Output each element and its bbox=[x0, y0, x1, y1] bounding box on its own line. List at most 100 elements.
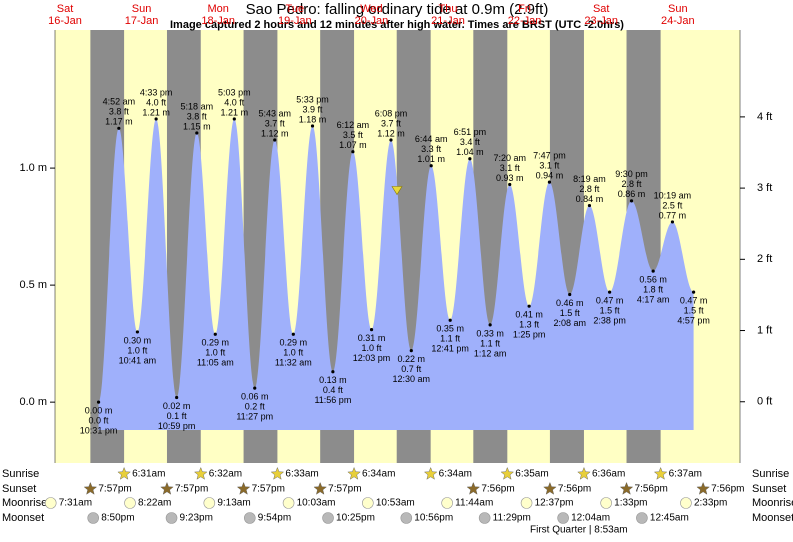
tide-meters: 0.84 m bbox=[576, 194, 604, 204]
tide-point bbox=[547, 180, 552, 184]
date: 23-Jan bbox=[584, 15, 618, 27]
sun-icon bbox=[653, 466, 668, 480]
sun-icon bbox=[83, 481, 98, 495]
sunrise-time: 6:32am bbox=[209, 469, 242, 480]
row-label: Moonset bbox=[2, 512, 44, 524]
weekday: Sun bbox=[132, 3, 152, 15]
tide-meters: 1.21 m bbox=[142, 107, 170, 117]
sun-icon bbox=[347, 466, 361, 480]
tide-point bbox=[369, 327, 374, 332]
tide-meters: 0.94 m bbox=[536, 171, 564, 181]
tide-feet: 0.4 ft bbox=[323, 385, 344, 395]
moonrise-icon bbox=[441, 497, 453, 509]
tide-feet: 1.3 ft bbox=[519, 320, 540, 330]
tide-time: 12:30 am bbox=[393, 374, 431, 384]
tide-point bbox=[468, 157, 472, 161]
tide-meters: 0.13 m bbox=[319, 375, 347, 385]
tide-feet: 1.0 ft bbox=[127, 345, 148, 355]
tide-time: 11:05 am bbox=[197, 358, 234, 368]
tide-point bbox=[691, 290, 696, 294]
tide-time: 12:41 pm bbox=[431, 344, 469, 354]
moonset-time: 8:50pm bbox=[101, 513, 134, 524]
y2-tick-label: 1 ft bbox=[757, 324, 772, 336]
tide-meters: 1.21 m bbox=[221, 107, 249, 117]
tide-point bbox=[291, 332, 295, 336]
tide-time: 8:19 am bbox=[573, 174, 606, 184]
current-marker bbox=[391, 186, 403, 196]
tide-time: 10:41 am bbox=[119, 355, 157, 365]
tide-time: 6:44 am bbox=[415, 134, 448, 144]
moon-phase: First Quarter | 8:53am bbox=[530, 525, 628, 536]
sunset-time: 7:57pm bbox=[328, 484, 361, 495]
tide-point bbox=[175, 395, 179, 400]
tide-feet: 3.7 ft bbox=[381, 118, 402, 128]
date: 16-Jan bbox=[48, 15, 82, 27]
sun-icon bbox=[466, 481, 481, 495]
tide-meters: 0.93 m bbox=[496, 173, 524, 183]
tide-feet: 0.7 ft bbox=[401, 364, 422, 374]
tide-point bbox=[154, 117, 158, 121]
tide-time: 10:19 am bbox=[654, 190, 692, 200]
tide-meters: 0.00 m bbox=[85, 406, 113, 416]
y-tick-label: 0.5 m bbox=[19, 279, 47, 291]
tide-point bbox=[195, 131, 199, 135]
sun-icon bbox=[543, 481, 557, 495]
sunrise-time: 6:31am bbox=[132, 469, 165, 480]
row-label: Sunrise bbox=[752, 468, 789, 480]
sun-icon bbox=[619, 481, 634, 495]
tide-meters: 1.18 m bbox=[299, 114, 327, 124]
tide-point bbox=[331, 370, 335, 374]
tide-feet: 1.1 ft bbox=[440, 334, 461, 344]
tide-time: 10:31 pm bbox=[80, 426, 118, 436]
sunrise-time: 6:35am bbox=[515, 469, 548, 480]
weekday: Sun bbox=[668, 3, 688, 15]
tide-point bbox=[587, 203, 592, 208]
moonrise-icon bbox=[680, 497, 692, 509]
tide-point bbox=[429, 164, 433, 168]
moonset-time: 9:54pm bbox=[258, 513, 291, 524]
date: 21-Jan bbox=[431, 15, 465, 27]
tide-meters: 0.02 m bbox=[163, 401, 191, 411]
sunrise-time: 6:33am bbox=[285, 469, 318, 480]
tide-point bbox=[527, 304, 531, 308]
tide-meters: 0.31 m bbox=[358, 333, 386, 343]
tide-time: 5:18 am bbox=[181, 101, 214, 111]
y2-tick-label: 4 ft bbox=[757, 111, 772, 123]
tide-feet: 1.0 ft bbox=[205, 348, 226, 358]
sun-icon bbox=[194, 466, 208, 480]
tide-point bbox=[310, 124, 315, 128]
moonrise-icon bbox=[124, 497, 136, 509]
tide-feet: 3.9 ft bbox=[303, 104, 324, 114]
tide-meters: 1.15 m bbox=[183, 121, 211, 131]
tide-meters: 0.86 m bbox=[618, 189, 646, 199]
moonrise-icon bbox=[282, 497, 295, 509]
moonrise-icon bbox=[203, 497, 216, 509]
tide-feet: 0.1 ft bbox=[167, 411, 188, 421]
tide-feet: 3.4 ft bbox=[460, 137, 481, 147]
sunset-time: 7:56pm bbox=[481, 484, 514, 495]
moonset-time: 10:25pm bbox=[336, 513, 375, 524]
weekday: Mon bbox=[207, 3, 228, 15]
tide-feet: 1.1 ft bbox=[480, 338, 501, 348]
tide-meters: 1.12 m bbox=[261, 128, 289, 138]
sun-icon bbox=[117, 466, 131, 480]
tide-meters: 0.29 m bbox=[280, 338, 308, 348]
sunrise-time: 6:37am bbox=[669, 469, 702, 480]
tide-feet: 1.5 ft bbox=[600, 306, 621, 316]
tide-time: 6:12 am bbox=[337, 120, 370, 130]
moonrise-time: 9:13am bbox=[217, 498, 250, 509]
moonset-icon bbox=[636, 512, 648, 524]
weekday: Fri bbox=[518, 3, 531, 15]
moonrise-icon bbox=[362, 497, 374, 509]
sunset-time: 7:56pm bbox=[558, 484, 591, 495]
tide-feet: 3.8 ft bbox=[109, 107, 130, 117]
sunrise-time: 6:34am bbox=[362, 469, 395, 480]
tide-point bbox=[253, 386, 257, 390]
row-label: Sunset bbox=[752, 483, 786, 495]
tide-meters: 0.22 m bbox=[398, 354, 426, 364]
tide-point bbox=[117, 126, 121, 130]
tide-point bbox=[488, 323, 492, 327]
moonset-icon bbox=[87, 512, 99, 524]
tide-time: 2:38 pm bbox=[593, 316, 626, 326]
moonset-time: 12:45am bbox=[650, 513, 689, 524]
